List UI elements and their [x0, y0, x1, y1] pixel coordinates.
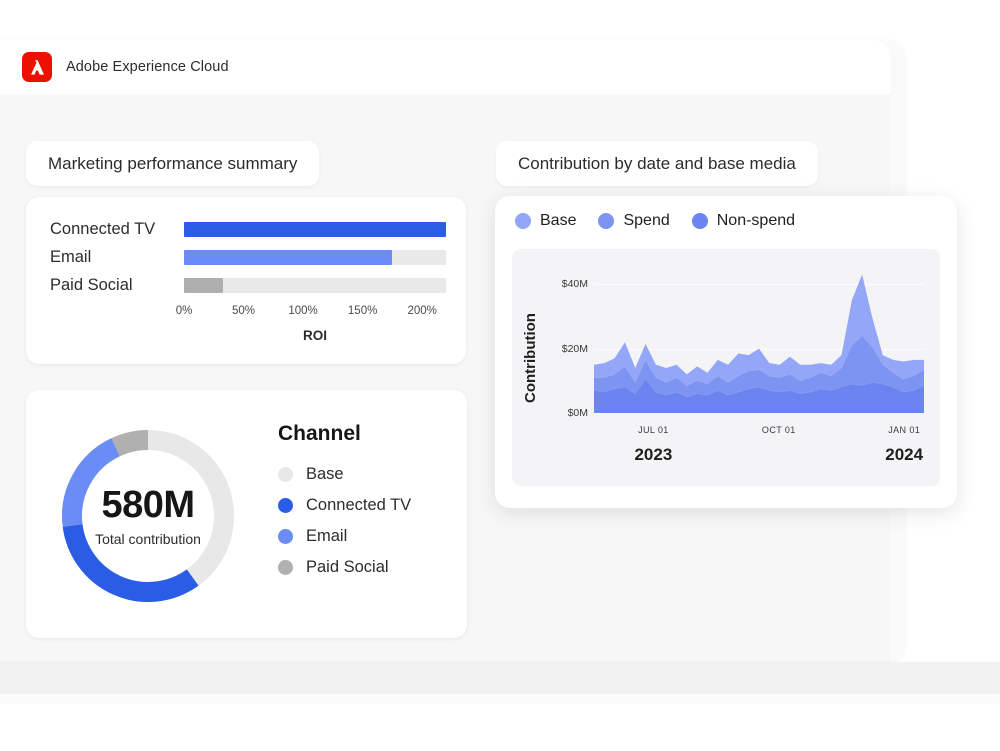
- channel-legend-dot-icon: [278, 560, 293, 575]
- channel-legend-label: Base: [306, 465, 344, 483]
- donut-segment: [62, 523, 199, 602]
- app-header-bar: Adobe Experience Cloud: [0, 40, 890, 94]
- area-legend-label: Spend: [623, 212, 670, 229]
- area-chart-plot-panel: Contribution $0M $20M $40M JUL 01 OCT 01 JAN…: [512, 249, 940, 486]
- channel-legend-item[interactable]: Connected TV: [278, 490, 411, 521]
- donut-segment: [147, 430, 234, 586]
- roi-bar-track: [184, 277, 446, 293]
- roi-axis-title: ROI: [302, 328, 327, 343]
- roi-tick-label: 200%: [407, 305, 437, 317]
- area-legend-item[interactable]: Spend: [598, 212, 670, 230]
- marketing-summary-title: Marketing performance summary: [48, 153, 298, 173]
- area-chart-legend: Base Spend Non-spend: [515, 212, 795, 230]
- area-x-tick-label: OCT 01: [761, 425, 796, 435]
- roi-bar-fill: [184, 249, 393, 265]
- roi-bar-track: [184, 221, 446, 237]
- roi-bar-label: Email: [50, 247, 92, 266]
- app-title: Adobe Experience Cloud: [66, 59, 229, 75]
- roi-tick-label: 100%: [288, 305, 318, 317]
- adobe-logo-icon: [22, 52, 52, 82]
- area-legend-dot-icon: [691, 213, 708, 229]
- roi-tick-label: 150%: [347, 305, 378, 317]
- roi-bar-label: Paid Social: [50, 275, 133, 294]
- area-chart-y-axis-title: Contribution: [522, 313, 539, 403]
- channel-legend-label: Connected TV: [306, 496, 412, 514]
- channel-legend-label: Paid Social: [306, 558, 389, 576]
- laptop-base: [0, 662, 1000, 700]
- channel-legend: Channel Base Connected TV Email Paid Social: [278, 422, 411, 583]
- roi-x-axis-ticks: 0% 50% 100% 150% 200%: [176, 305, 446, 321]
- area-legend-item[interactable]: Base: [515, 212, 576, 230]
- contribution-title-pill[interactable]: Contribution by date and base media: [496, 141, 818, 186]
- channel-legend-item[interactable]: Email: [278, 521, 411, 552]
- area-legend-dot-icon: [515, 213, 531, 229]
- area-series-band: [594, 379, 924, 413]
- area-x-tick-label: JUL 01: [638, 425, 669, 435]
- roi-bar-row: Connected TV: [50, 215, 446, 243]
- area-y-tick-label: $0M: [567, 407, 588, 419]
- laptop-base-lip: [0, 694, 1000, 701]
- roi-bar-track: [184, 249, 446, 265]
- area-gridline: [594, 284, 924, 286]
- channel-legend-dot-icon: [278, 498, 293, 513]
- area-x-year-label: 2023: [634, 445, 673, 464]
- donut-segment: [62, 438, 121, 527]
- area-legend-label: Base: [540, 212, 577, 229]
- channel-legend-item[interactable]: Base: [278, 459, 411, 490]
- roi-tick-label: 0%: [175, 305, 193, 317]
- roi-bar-label: Connected TV: [50, 219, 156, 238]
- channel-legend-item[interactable]: Paid Social: [278, 552, 411, 583]
- roi-bar-fill: [184, 221, 446, 237]
- channel-legend-title: Channel: [278, 422, 361, 445]
- roi-bar-chart-card: Connected TV Email Paid Social 0% 50% 100% 15…: [26, 197, 466, 364]
- donut-segment: [111, 430, 149, 457]
- area-y-tick-label: $40M: [561, 278, 588, 291]
- area-series-band: [594, 274, 924, 386]
- area-series-band: [594, 335, 924, 397]
- area-legend-item[interactable]: Non-spend: [691, 212, 796, 230]
- channel-legend-dot-icon: [278, 467, 293, 482]
- contribution-title: Contribution by date and base media: [518, 153, 796, 173]
- channel-legend-items: Base Connected TV Email Paid Social: [278, 459, 411, 583]
- area-legend-dot-icon: [598, 213, 615, 229]
- donut-chart: 580M Total contribution: [54, 422, 242, 610]
- roi-bar-row: Paid Social: [50, 271, 446, 299]
- channel-legend-dot-icon: [278, 529, 293, 544]
- area-chart-plot: [594, 265, 924, 413]
- area-x-year-label: 2024: [885, 445, 924, 464]
- marketing-summary-title-pill[interactable]: Marketing performance summary: [26, 141, 320, 186]
- channel-legend-label: Email: [306, 527, 348, 545]
- roi-bar-rows: Connected TV Email Paid Social: [50, 215, 446, 299]
- area-x-tick-label: JAN 01: [888, 425, 921, 435]
- contribution-area-chart-card: Base Spend Non-spend Contribution $0M $20M $…: [495, 196, 957, 508]
- channel-donut-card: 580M Total contribution Channel Base Conn…: [26, 390, 467, 638]
- area-y-tick-label: $20M: [561, 342, 588, 355]
- area-gridline: [594, 413, 924, 414]
- roi-tick-label: 50%: [232, 305, 256, 317]
- roi-bar-fill: [184, 277, 224, 293]
- area-legend-label: Non-spend: [716, 212, 796, 229]
- roi-bar-row: Email: [50, 243, 446, 271]
